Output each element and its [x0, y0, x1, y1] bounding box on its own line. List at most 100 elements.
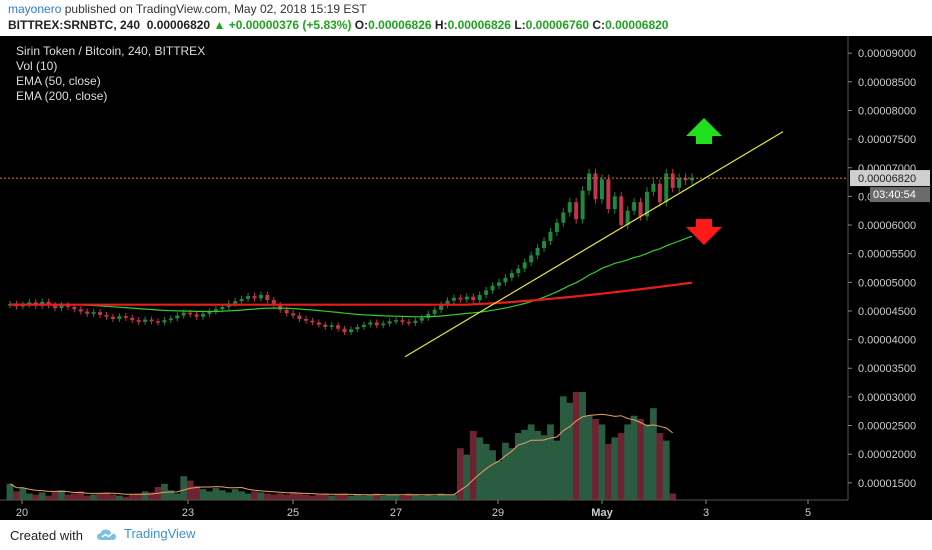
volume-bar — [379, 495, 387, 500]
volume-ma-line — [9, 413, 674, 496]
candle-body — [258, 294, 263, 299]
open-value: 0.00006826 — [368, 18, 432, 32]
legend-vol[interactable]: Vol (10) — [16, 59, 58, 73]
candle-body — [297, 315, 302, 319]
volume-bar — [437, 493, 445, 500]
candle-body — [188, 312, 193, 315]
candle-body — [213, 309, 218, 312]
candle-body — [143, 319, 148, 322]
tradingview-logo[interactable]: TradingView — [96, 526, 196, 542]
candle-body — [561, 212, 566, 223]
close-label: C: — [592, 18, 606, 32]
volume-bar — [669, 493, 677, 500]
volume-bar — [289, 492, 297, 500]
volume-bar — [386, 494, 394, 500]
overlays — [0, 118, 848, 358]
candle-body — [554, 222, 559, 232]
candle-body — [194, 314, 199, 317]
candle-body — [381, 323, 386, 326]
candle-body — [439, 304, 444, 310]
volume-bar — [611, 437, 619, 500]
volume-bar — [148, 492, 155, 500]
price-tick-label: 0.00008500 — [858, 77, 916, 89]
volume-bar — [6, 483, 14, 500]
candle-body — [181, 312, 186, 316]
volume-bar — [96, 493, 104, 500]
trendline — [404, 131, 784, 358]
candle-body — [464, 296, 469, 300]
up-arrow-icon — [686, 118, 722, 144]
candle-body — [110, 316, 115, 319]
low-value: 0.00006760 — [525, 18, 590, 32]
candle-body — [419, 317, 424, 321]
price-tick-label: 0.00002000 — [858, 449, 916, 461]
symbol-label: BITTREX:SRNBTC, 240 — [8, 18, 141, 32]
candle-body — [574, 202, 579, 220]
volume-bar — [463, 454, 471, 500]
volume-bar — [328, 495, 336, 500]
candle-body — [394, 320, 399, 322]
volume-bar — [296, 493, 303, 500]
candle-body — [316, 322, 321, 325]
author-link[interactable]: mayonero — [8, 2, 62, 16]
candle-body — [625, 210, 630, 226]
volume-bar — [206, 491, 213, 500]
volume-bar — [141, 491, 149, 500]
candle-body — [535, 247, 540, 256]
candle-body — [490, 285, 495, 291]
volume-bar — [592, 419, 599, 500]
volume-bar — [360, 495, 368, 500]
candle-body — [593, 173, 598, 200]
volume-bar — [495, 461, 503, 500]
candle-body — [136, 320, 141, 322]
price-axis[interactable]: 0.00009000 0.00008500 0.00008000 0.00007500… — [847, 36, 932, 520]
candle-body — [104, 314, 109, 317]
volume-bar — [32, 494, 40, 500]
volume-bar — [38, 492, 46, 500]
time-axis[interactable]: 20 23 25 27 29 May 3 5 — [0, 499, 848, 519]
volume-bar — [521, 429, 529, 500]
chart-area[interactable]: 0.00009000 0.00008500 0.00008000 0.00007500… — [0, 36, 932, 520]
legend-ema50[interactable]: EMA (50, close) — [16, 74, 101, 88]
candle-body — [529, 255, 534, 263]
candle-body — [632, 202, 637, 211]
chart-canvas[interactable]: 0.00009000 0.00008500 0.00008000 0.00007500… — [0, 36, 932, 520]
volume-bar — [341, 493, 348, 500]
volume-bars — [6, 392, 677, 500]
top-bar: mayonero published on TradingView.com, M… — [0, 0, 932, 36]
time-tick-label: 27 — [390, 507, 402, 519]
price-tick-label: 0.00003000 — [858, 392, 916, 404]
volume-bar — [193, 485, 200, 500]
candle-body — [53, 305, 58, 309]
volume-bar — [276, 493, 284, 500]
volume-bar — [399, 495, 406, 500]
candle-body — [175, 315, 180, 319]
candle-body — [155, 321, 160, 323]
volume-bar — [630, 415, 638, 500]
legend-ema200[interactable]: EMA (200, close) — [16, 89, 108, 103]
candle-body — [509, 273, 514, 278]
candle-body — [149, 319, 154, 322]
volume-bar — [13, 491, 20, 500]
volume-bar — [649, 408, 657, 500]
legend-title: Sirin Token / Bitcoin, 240, BITTREX — [16, 44, 206, 58]
volume-bar — [566, 402, 574, 500]
time-tick-label: 29 — [492, 507, 504, 519]
price-tick-label: 0.00004500 — [858, 306, 916, 318]
time-tick-label: 23 — [182, 507, 194, 519]
volume-bar — [64, 494, 72, 500]
candle-body — [117, 316, 122, 319]
candle-body — [638, 202, 643, 217]
close-value: 0.00006820 — [605, 18, 669, 32]
brand-label[interactable]: TradingView — [124, 526, 196, 541]
candle-body — [162, 320, 167, 323]
time-tick-label: 20 — [16, 507, 28, 519]
candle-body — [458, 297, 463, 300]
candle-body — [220, 306, 225, 310]
candle-body — [451, 297, 456, 301]
published-text: published on TradingView.com, May 02, 20… — [64, 2, 367, 16]
cloud-icon — [97, 529, 116, 540]
candle-body — [522, 262, 527, 269]
candle-body — [355, 327, 360, 330]
candle-body — [284, 309, 289, 314]
